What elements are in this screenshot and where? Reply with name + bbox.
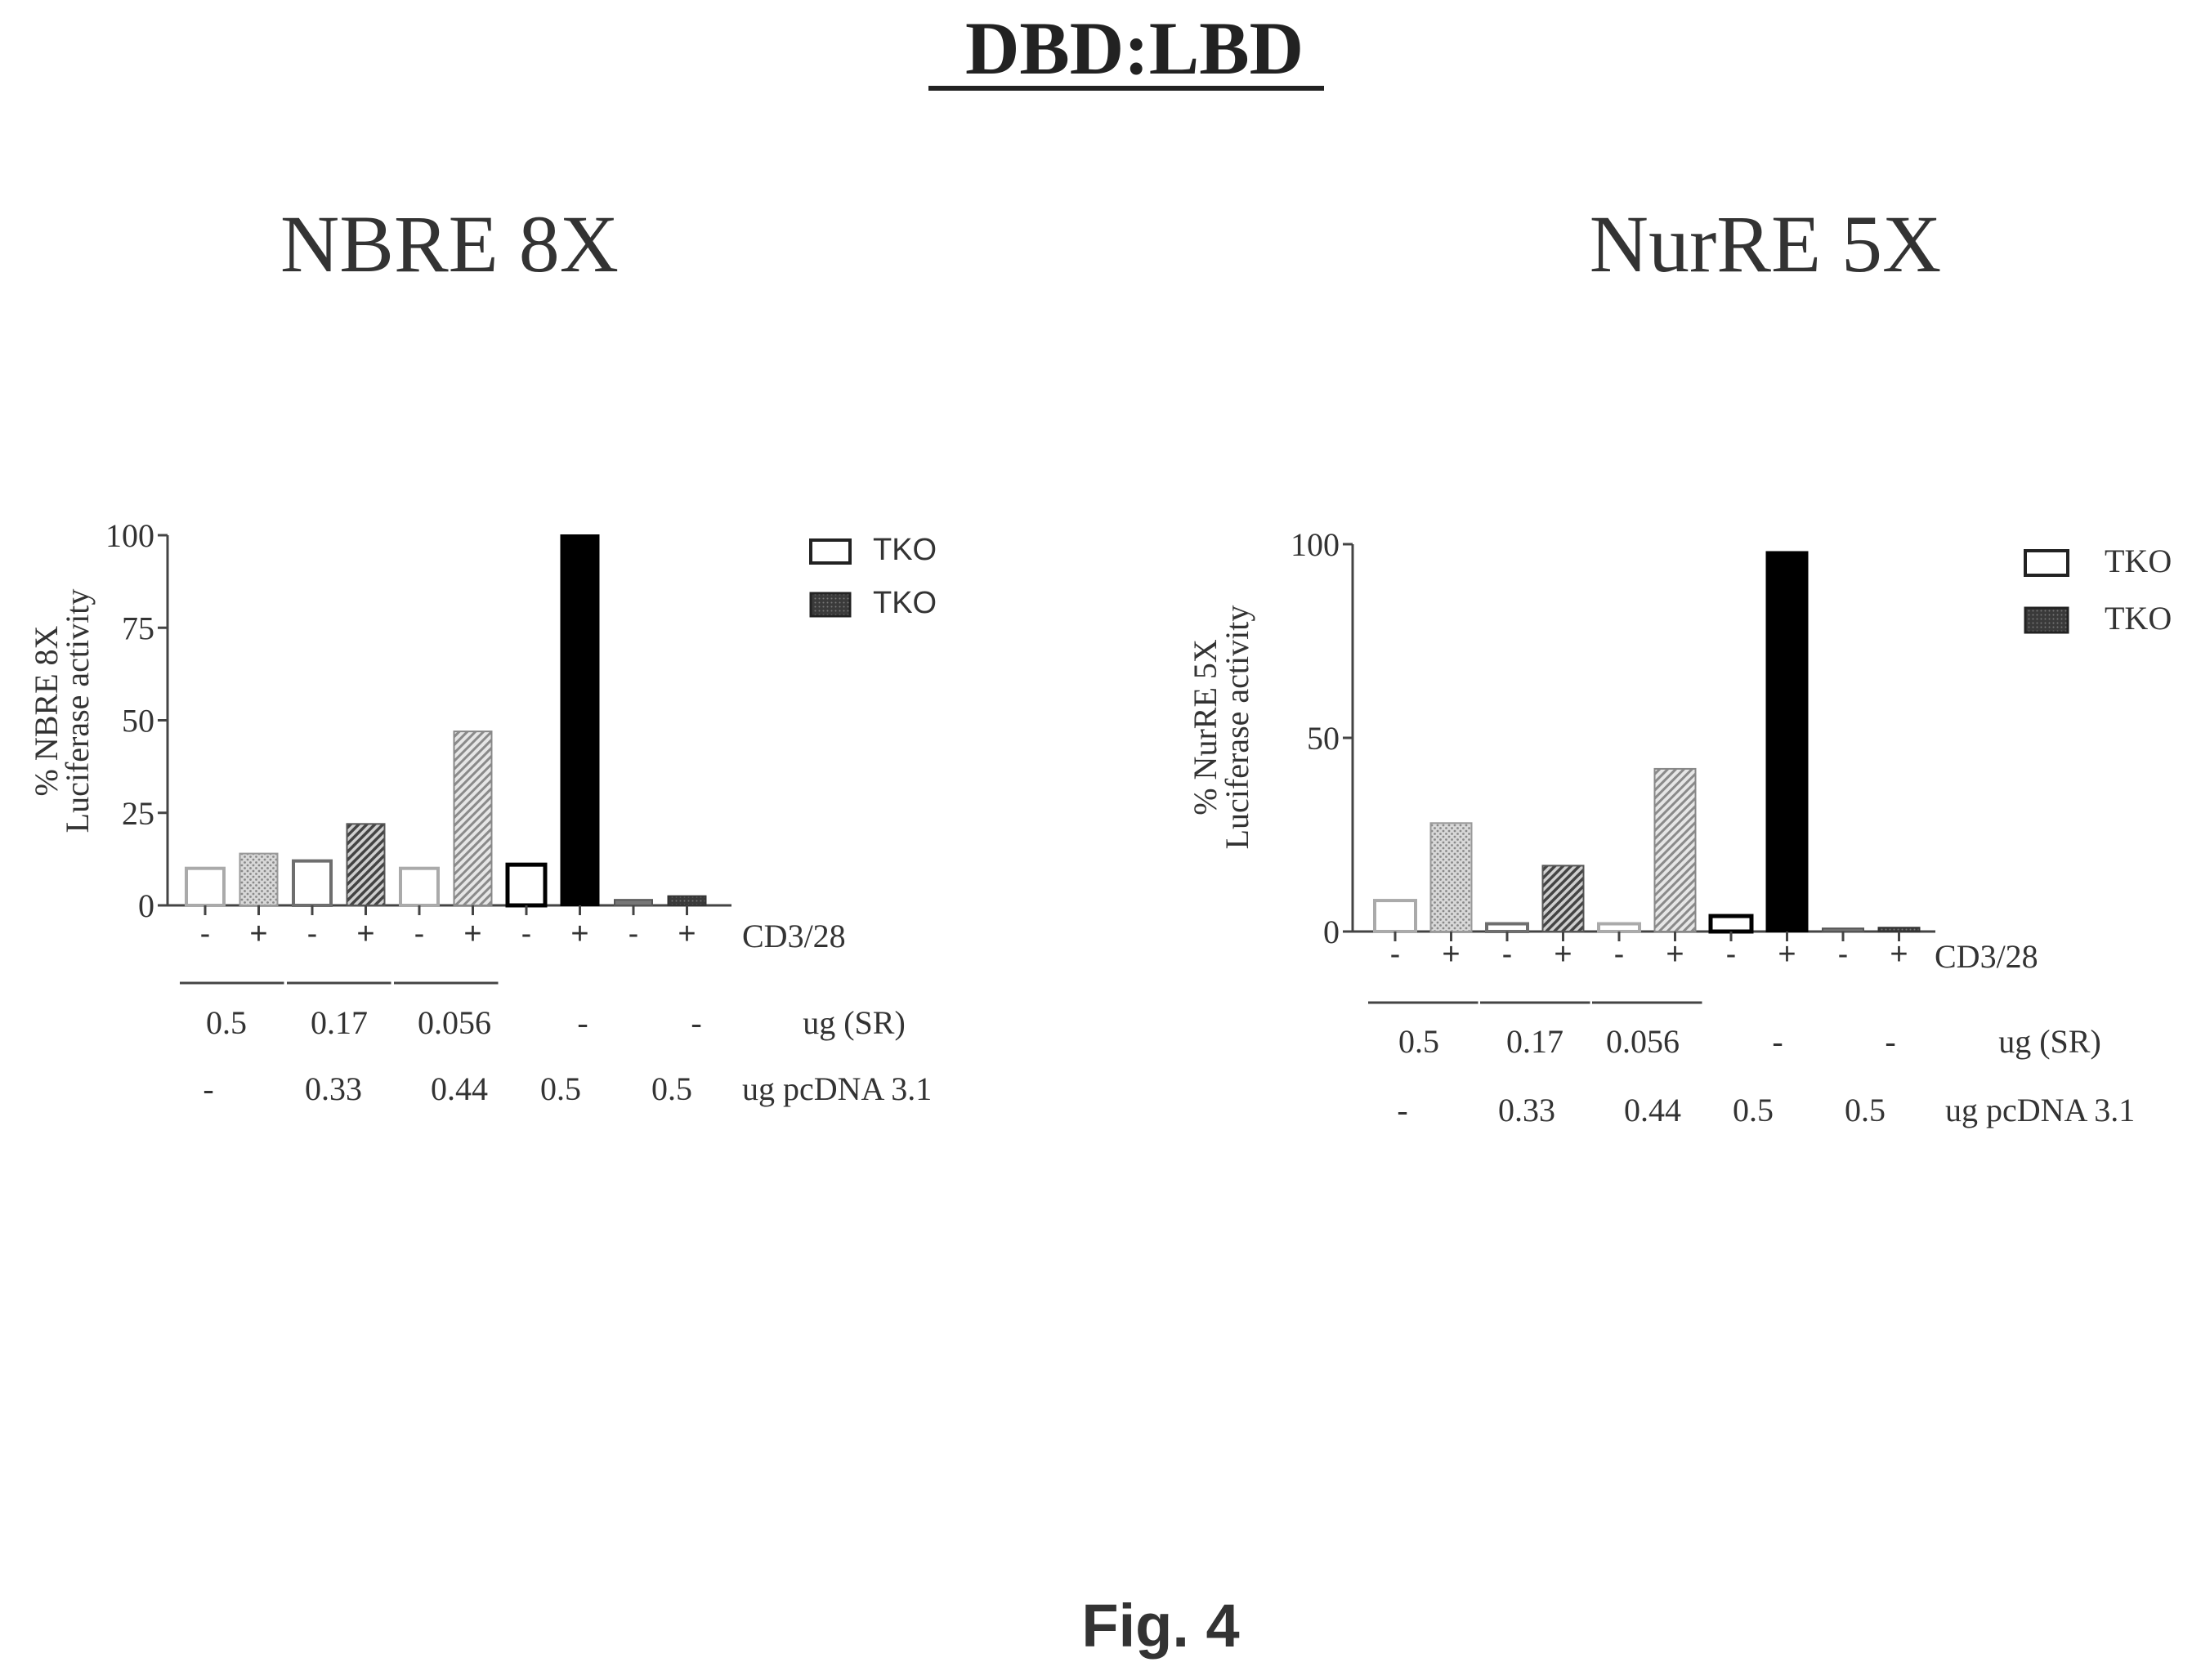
cd-row-label: CD3/28 — [742, 918, 846, 954]
bar — [505, 862, 548, 908]
pcdna-value: 0.33 — [1498, 1092, 1555, 1128]
pcdna-value: 0.44 — [1624, 1092, 1681, 1128]
x-tick-label: - — [1838, 937, 1849, 972]
x-tick-label: + — [1554, 937, 1572, 972]
x-tick-label: - — [414, 917, 425, 951]
sr-value: - — [1772, 1023, 1783, 1060]
chart-title-left: NBRE 8X — [280, 199, 619, 289]
bar — [614, 899, 653, 906]
bar — [1597, 922, 1641, 934]
pcdna-value: 0.5 — [540, 1070, 581, 1107]
x-tick-label: + — [1442, 937, 1460, 972]
x-tick-label: - — [629, 917, 639, 951]
bar — [1541, 865, 1585, 933]
pcdna-value: - — [203, 1070, 213, 1107]
pcdna-row-label: ug pcDNA 3.1 — [742, 1070, 932, 1107]
chart-title-right: NurRE 5X — [1590, 199, 1942, 289]
bar — [1653, 767, 1697, 932]
bar — [1822, 927, 1864, 933]
y-tick-label: 100 — [1291, 526, 1340, 563]
sr-value: 0.5 — [1398, 1023, 1439, 1060]
pcdna-value: 0.5 — [1845, 1092, 1886, 1128]
legend-swatch-open — [2024, 549, 2069, 577]
sr-value: 0.5 — [206, 1004, 247, 1041]
x-tick-label: + — [1666, 937, 1684, 972]
x-tick-label: - — [200, 917, 211, 951]
pcdna-value: - — [1397, 1092, 1407, 1128]
bar — [185, 866, 226, 907]
cd-row-label: CD3/28 — [1935, 938, 2038, 975]
x-tick-label: + — [570, 917, 588, 951]
bar — [346, 823, 386, 907]
sr-value: 0.17 — [1506, 1023, 1563, 1060]
x-tick-label: + — [1778, 937, 1796, 972]
x-tick-label: - — [307, 917, 318, 951]
legend-label: TKO — [2105, 543, 2172, 579]
bar — [667, 895, 707, 907]
x-tick-label: - — [1614, 937, 1625, 972]
legend-label: TKO — [873, 586, 937, 620]
bar — [560, 534, 600, 906]
bar — [1765, 551, 1809, 932]
bar — [1708, 914, 1754, 934]
bar — [1373, 899, 1417, 933]
x-tick-label: + — [356, 917, 374, 951]
pcdna-row-label: ug pcDNA 3.1 — [1945, 1092, 2135, 1128]
y-axis-label-line2: Luciferase activity — [59, 589, 96, 833]
y-tick-label: 50 — [122, 703, 154, 739]
x-tick-label: - — [1502, 937, 1513, 972]
x-tick-label: - — [1726, 937, 1737, 972]
y-axis-label-line1: % NurRE 5X — [1187, 639, 1223, 815]
pcdna-value: 0.44 — [431, 1070, 488, 1107]
sr-value: 0.17 — [311, 1004, 368, 1041]
sr-value: 0.056 — [418, 1004, 491, 1041]
figure-caption: Fig. 4 — [1081, 1592, 1239, 1660]
y-tick-label: 50 — [1307, 720, 1340, 757]
bar — [292, 859, 333, 908]
y-axis-label-line1: % NBRE 8X — [28, 625, 65, 796]
x-tick-label: + — [678, 917, 696, 951]
x-tick-label: + — [1890, 937, 1908, 972]
figure-title: DBD:LBD — [965, 7, 1304, 90]
y-axis-label-line2: Luciferase activity — [1219, 605, 1255, 850]
y-tick-label: 75 — [122, 610, 154, 646]
y-tick-label: 0 — [138, 887, 154, 924]
y-tick-label: 25 — [122, 795, 154, 832]
x-tick-label: - — [1390, 937, 1401, 972]
bar — [453, 731, 493, 907]
x-tick-label: + — [249, 917, 267, 951]
pcdna-value: 0.5 — [651, 1070, 692, 1107]
sr-value: - — [577, 1004, 588, 1041]
legend-swatch-filled — [809, 592, 852, 618]
sr-value: - — [691, 1004, 701, 1041]
pcdna-value: 0.5 — [1733, 1092, 1774, 1128]
legend-swatch-open — [809, 538, 852, 565]
x-tick-label: + — [463, 917, 481, 951]
bar — [1429, 822, 1473, 933]
legend-label: TKO — [873, 533, 937, 567]
y-tick-label: 0 — [1323, 914, 1340, 950]
legend-label: TKO — [2105, 600, 2172, 637]
bar — [1485, 922, 1529, 934]
x-tick-label: - — [521, 917, 532, 951]
sr-row-label: ug (SR) — [803, 1004, 906, 1041]
bar — [399, 866, 440, 907]
sr-value: - — [1885, 1023, 1895, 1060]
sr-row-label: ug (SR) — [1998, 1023, 2101, 1060]
y-tick-label: 100 — [105, 517, 154, 554]
bar — [239, 852, 279, 906]
pcdna-value: 0.33 — [305, 1070, 362, 1107]
bar — [1877, 927, 1921, 933]
legend-swatch-filled — [2024, 606, 2069, 634]
sr-value: 0.056 — [1606, 1023, 1680, 1060]
